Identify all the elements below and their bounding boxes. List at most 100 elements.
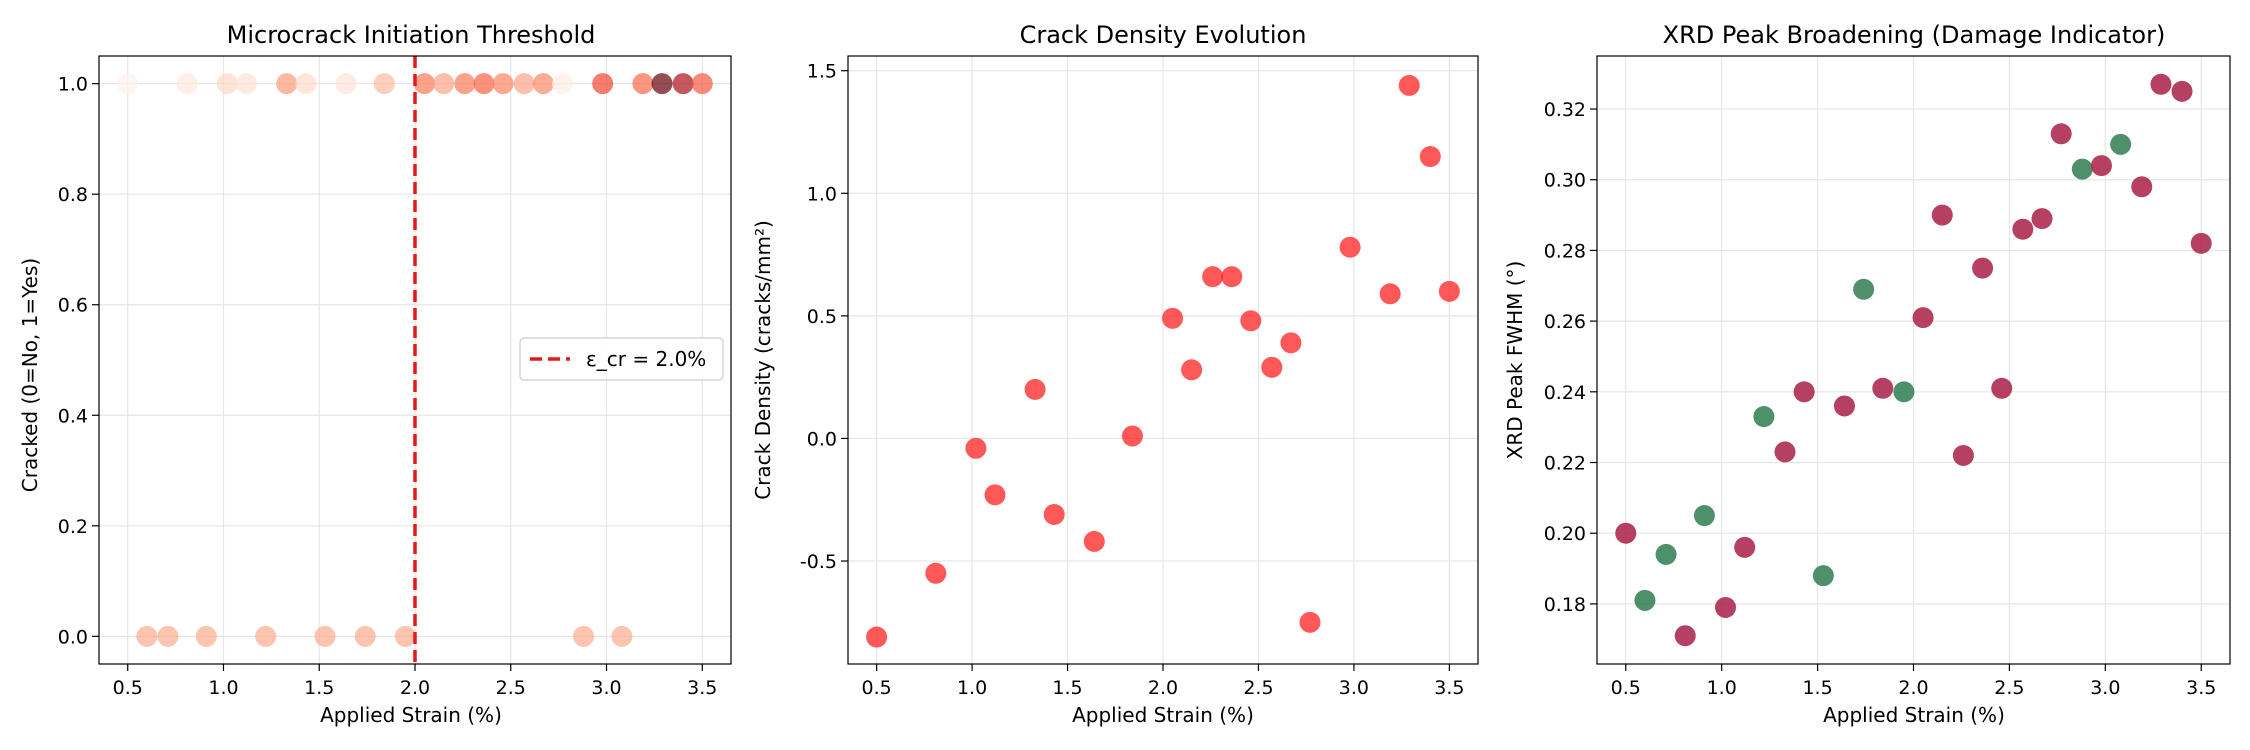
data-point bbox=[373, 73, 395, 95]
data-point bbox=[176, 73, 198, 95]
x-tick-label: 1.5 bbox=[304, 677, 334, 699]
data-point bbox=[216, 73, 238, 95]
x-tick-label: 1.0 bbox=[208, 677, 238, 699]
y-tick-label: 0.20 bbox=[1544, 523, 1586, 545]
x-tick-label: 0.5 bbox=[862, 677, 892, 699]
data-point bbox=[866, 626, 888, 648]
data-point bbox=[314, 625, 336, 647]
x-tick-label: 0.5 bbox=[1611, 677, 1641, 699]
x-tick-label: 2.0 bbox=[400, 677, 430, 699]
data-point bbox=[433, 73, 455, 95]
data-point bbox=[573, 625, 595, 647]
data-point bbox=[1438, 280, 1460, 302]
data-point bbox=[1693, 505, 1715, 527]
data-point bbox=[2050, 123, 2072, 145]
data-point bbox=[592, 73, 614, 95]
panel-1-frame bbox=[98, 55, 732, 665]
y-tick-label: 0.24 bbox=[1544, 382, 1586, 404]
data-point bbox=[2090, 155, 2112, 177]
data-point bbox=[1793, 381, 1815, 403]
y-tick-label: 0.32 bbox=[1544, 99, 1586, 121]
y-tick-label: 0.5 bbox=[807, 306, 837, 328]
data-point bbox=[965, 437, 987, 459]
y-tick-label: 0.8 bbox=[58, 184, 88, 206]
panel-2-y-ticks: -0.5 0.0 0.5 1.0 1.5 bbox=[800, 61, 848, 573]
data-point bbox=[1221, 266, 1243, 288]
data-point bbox=[1240, 310, 1262, 332]
panel-3-title: XRD Peak Broadening (Damage Indicator) bbox=[1663, 21, 2166, 49]
data-point bbox=[454, 73, 476, 95]
legend-box bbox=[519, 337, 724, 381]
data-point bbox=[532, 73, 554, 95]
data-point bbox=[1853, 278, 1875, 300]
data-point bbox=[195, 625, 217, 647]
y-tick-label: 1.0 bbox=[807, 183, 837, 205]
data-point bbox=[136, 625, 158, 647]
x-tick-label: 1.0 bbox=[1707, 677, 1737, 699]
data-point bbox=[2190, 232, 2212, 254]
legend-threshold-label: ε_cr = 2.0% bbox=[586, 347, 706, 371]
data-point bbox=[2012, 218, 2034, 240]
panel-2-points bbox=[866, 74, 1460, 648]
panel-2-frame bbox=[847, 55, 1479, 665]
panel-xrd-broadening: XRD Peak Broadening (Damage Indicator) A… bbox=[1503, 21, 2231, 727]
data-point bbox=[1912, 307, 1934, 329]
data-point bbox=[1043, 503, 1065, 525]
x-tick-label: 3.0 bbox=[2090, 677, 2120, 699]
data-point bbox=[1774, 441, 1796, 463]
panel-2-x-ticks: 0.5 1.0 1.5 2.0 2.5 3.0 3.5 bbox=[862, 664, 1464, 699]
panel-3-y-ticks: 0.18 0.20 0.22 0.24 0.26 0.28 0.30 0.32 bbox=[1544, 99, 1597, 616]
x-tick-label: 3.5 bbox=[1434, 677, 1464, 699]
y-tick-label: 0.0 bbox=[807, 428, 837, 450]
x-tick-label: 1.0 bbox=[957, 677, 987, 699]
data-point bbox=[1419, 146, 1441, 168]
panel-2-ylabel: Crack Density (cracks/mm²) bbox=[751, 220, 775, 500]
y-tick-label: 0.4 bbox=[58, 405, 88, 427]
data-point bbox=[2031, 208, 2053, 230]
panel-1-y-ticks: 0.0 0.2 0.4 0.6 0.8 1.0 bbox=[58, 74, 99, 648]
x-tick-label: 3.0 bbox=[591, 677, 621, 699]
data-point bbox=[611, 625, 633, 647]
x-tick-label: 3.0 bbox=[1339, 677, 1369, 699]
y-tick-label: 0.22 bbox=[1544, 453, 1586, 475]
data-point bbox=[2131, 176, 2153, 198]
data-point bbox=[1202, 266, 1224, 288]
data-point bbox=[1655, 543, 1677, 565]
data-point bbox=[1024, 378, 1046, 400]
x-tick-label: 1.5 bbox=[1802, 677, 1832, 699]
x-tick-label: 2.5 bbox=[496, 677, 526, 699]
y-tick-label: 0.28 bbox=[1544, 240, 1586, 262]
data-point bbox=[1674, 625, 1696, 647]
y-tick-label: 0.26 bbox=[1544, 311, 1586, 333]
x-tick-label: 2.0 bbox=[1148, 677, 1178, 699]
data-point bbox=[651, 73, 673, 95]
panel-crack-density: Crack Density Evolution Applied Strain (… bbox=[751, 21, 1479, 727]
data-point bbox=[984, 484, 1006, 506]
data-point bbox=[1972, 257, 1994, 279]
data-point bbox=[1753, 406, 1775, 428]
data-point bbox=[2110, 133, 2132, 155]
data-point bbox=[492, 73, 514, 95]
data-point bbox=[1280, 332, 1302, 354]
panel-2-title: Crack Density Evolution bbox=[1020, 21, 1307, 49]
data-point bbox=[1991, 377, 2013, 399]
data-point bbox=[414, 73, 436, 95]
data-point bbox=[1833, 395, 1855, 417]
data-point bbox=[1615, 522, 1637, 544]
data-point bbox=[691, 73, 713, 95]
y-tick-label: 1.5 bbox=[807, 61, 837, 83]
data-point bbox=[513, 73, 535, 95]
data-point bbox=[1812, 565, 1834, 587]
data-point bbox=[157, 625, 179, 647]
panel-3-ylabel: XRD Peak FWHM (°) bbox=[1503, 261, 1527, 460]
y-tick-label: 0.30 bbox=[1544, 170, 1586, 192]
panel-3-grid bbox=[1597, 56, 2230, 664]
data-point bbox=[1162, 307, 1184, 329]
panel-3-frame bbox=[1596, 55, 2231, 665]
panel-1-points bbox=[117, 73, 713, 647]
x-tick-label: 3.5 bbox=[687, 677, 717, 699]
data-point bbox=[473, 73, 495, 95]
data-point bbox=[2171, 80, 2193, 102]
panel-microcrack-threshold: Microcrack Initiation Threshold Applied … bbox=[18, 21, 732, 727]
